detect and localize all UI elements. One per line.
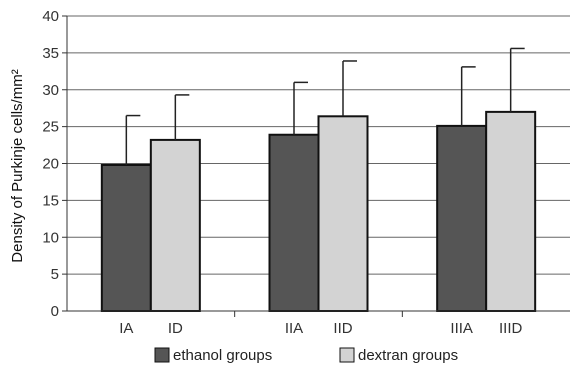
x-tick-label: IA bbox=[119, 320, 133, 337]
y-tick-label: 5 bbox=[51, 266, 59, 283]
bars bbox=[100, 47, 537, 312]
y-tick-label: 25 bbox=[42, 119, 59, 136]
x-tick-label: IIIA bbox=[450, 320, 473, 337]
bar-iia bbox=[268, 133, 320, 312]
y-tick-label: 15 bbox=[42, 192, 59, 209]
y-tick-label: 35 bbox=[42, 45, 59, 62]
y-axis-title: Density of Purkinje cells/mm² bbox=[9, 69, 26, 262]
legend: ethanol groups dextran groups bbox=[154, 347, 458, 364]
bar-iiid bbox=[485, 110, 537, 312]
bar-id bbox=[149, 138, 201, 312]
y-tick-label: 40 bbox=[42, 8, 59, 25]
legend-label-dextran: dextran groups bbox=[358, 347, 458, 364]
bar-ia bbox=[100, 163, 152, 312]
y-tick-label: 30 bbox=[42, 82, 59, 99]
axes bbox=[62, 15, 570, 317]
x-tick-label: IID bbox=[333, 320, 352, 337]
x-tick-label: IIA bbox=[285, 320, 303, 337]
x-tick-label: IIID bbox=[499, 320, 523, 337]
legend-label-ethanol: ethanol groups bbox=[173, 347, 272, 364]
y-tick-label: 20 bbox=[42, 156, 59, 173]
legend-swatch-dextran bbox=[339, 347, 355, 363]
y-tick-label: 10 bbox=[42, 229, 59, 246]
tick-labels: 0 5 10 15 20 25 30 35 40 IA ID IIA IID IIIA IIID bbox=[42, 8, 522, 337]
legend-swatch-ethanol bbox=[154, 347, 170, 363]
x-tick-label: ID bbox=[168, 320, 183, 337]
y-tick-label: 0 bbox=[51, 303, 59, 320]
bar-iiia bbox=[436, 124, 488, 312]
bar-iid bbox=[317, 115, 369, 312]
